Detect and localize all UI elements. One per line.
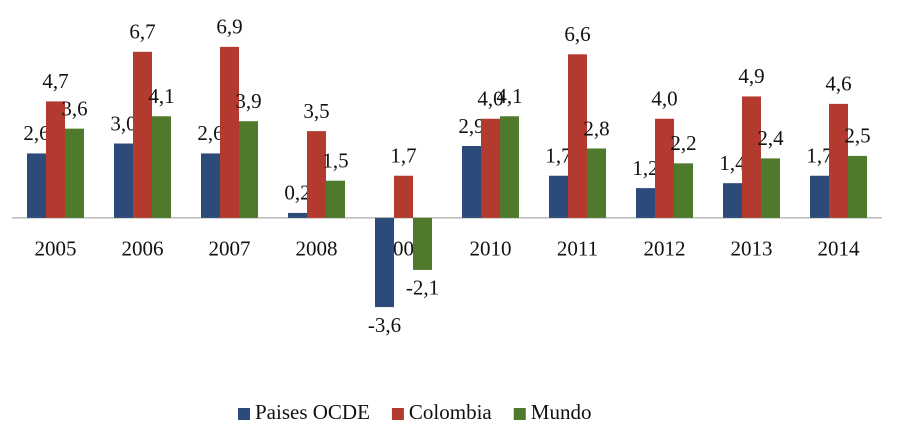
bar <box>413 217 432 270</box>
bar <box>655 118 674 218</box>
bar <box>674 163 693 218</box>
data-label: 3,6 <box>61 96 87 120</box>
data-label: 0,2 <box>284 181 310 205</box>
bar <box>27 153 46 218</box>
x-tick-label: 2014 <box>818 237 861 261</box>
data-label: 1,7 <box>390 144 416 168</box>
x-tick-label: 2008 <box>296 237 338 261</box>
bar <box>481 118 500 218</box>
bar <box>810 175 829 218</box>
legend-swatch <box>513 408 526 420</box>
bar <box>568 54 587 218</box>
bar <box>761 158 780 218</box>
bar <box>549 175 568 218</box>
bar <box>288 212 307 218</box>
data-label: 2,5 <box>844 124 870 148</box>
data-label: 2,9 <box>458 114 484 138</box>
legend-swatch <box>238 408 250 420</box>
data-label: 4,0 <box>651 87 677 111</box>
bar <box>636 188 655 218</box>
data-label: -2,1 <box>406 276 439 300</box>
bar <box>114 143 133 218</box>
data-label: 2,6 <box>23 121 49 145</box>
bar <box>375 217 394 308</box>
x-tick-label: 2013 <box>731 237 773 261</box>
data-label: 1,4 <box>719 151 746 175</box>
data-label: 4,9 <box>738 64 764 88</box>
bar <box>723 183 742 218</box>
legend-label: Paises OCDE <box>255 400 370 424</box>
data-label: 3,0 <box>110 111 136 135</box>
legend-swatch <box>391 408 404 420</box>
data-label: 3,9 <box>235 89 261 113</box>
x-tick-label: 2012 <box>644 237 686 261</box>
data-label: 1,5 <box>322 149 348 173</box>
bar <box>133 51 152 218</box>
data-label: -3,6 <box>368 313 401 337</box>
data-label: 1,2 <box>632 156 658 180</box>
bar <box>152 116 171 218</box>
data-label: 2,6 <box>197 121 223 145</box>
bar <box>201 153 220 218</box>
legend-label: Colombia <box>409 400 493 424</box>
bar <box>462 146 481 218</box>
legend-label: Mundo <box>531 400 592 424</box>
data-label: 6,6 <box>564 22 590 46</box>
x-tick-label: 2011 <box>557 237 598 261</box>
bar <box>307 131 326 218</box>
data-label: 4,1 <box>496 84 522 108</box>
x-tick-label: 2010 <box>470 237 512 261</box>
bar <box>46 101 65 218</box>
data-label: 6,9 <box>216 15 242 39</box>
bar <box>326 180 345 218</box>
bar <box>239 121 258 218</box>
data-label: 4,7 <box>42 69 68 93</box>
data-label: 1,7 <box>806 144 832 168</box>
data-label: 1,7 <box>545 144 571 168</box>
data-label: 6,7 <box>129 20 155 44</box>
legend: Paises OCDE Colombia Mundo <box>238 400 591 424</box>
bar <box>220 46 239 218</box>
data-label: 4,1 <box>148 84 174 108</box>
bar <box>65 128 84 218</box>
bar <box>742 96 761 218</box>
data-label: 2,8 <box>583 116 609 140</box>
data-label: 3,5 <box>303 99 329 123</box>
x-tick-label: 2007 <box>209 237 251 261</box>
bar <box>587 148 606 218</box>
bar <box>394 175 413 218</box>
bar <box>829 103 848 218</box>
bar <box>848 155 867 218</box>
bar <box>500 116 519 218</box>
x-tick-label: 2005 <box>35 237 77 261</box>
data-label: 2,2 <box>670 131 696 155</box>
x-tick-label: 2006 <box>122 237 164 261</box>
data-label: 2,4 <box>757 126 784 150</box>
data-label: 4,6 <box>825 72 851 96</box>
data-label: 4,0 <box>477 87 503 111</box>
